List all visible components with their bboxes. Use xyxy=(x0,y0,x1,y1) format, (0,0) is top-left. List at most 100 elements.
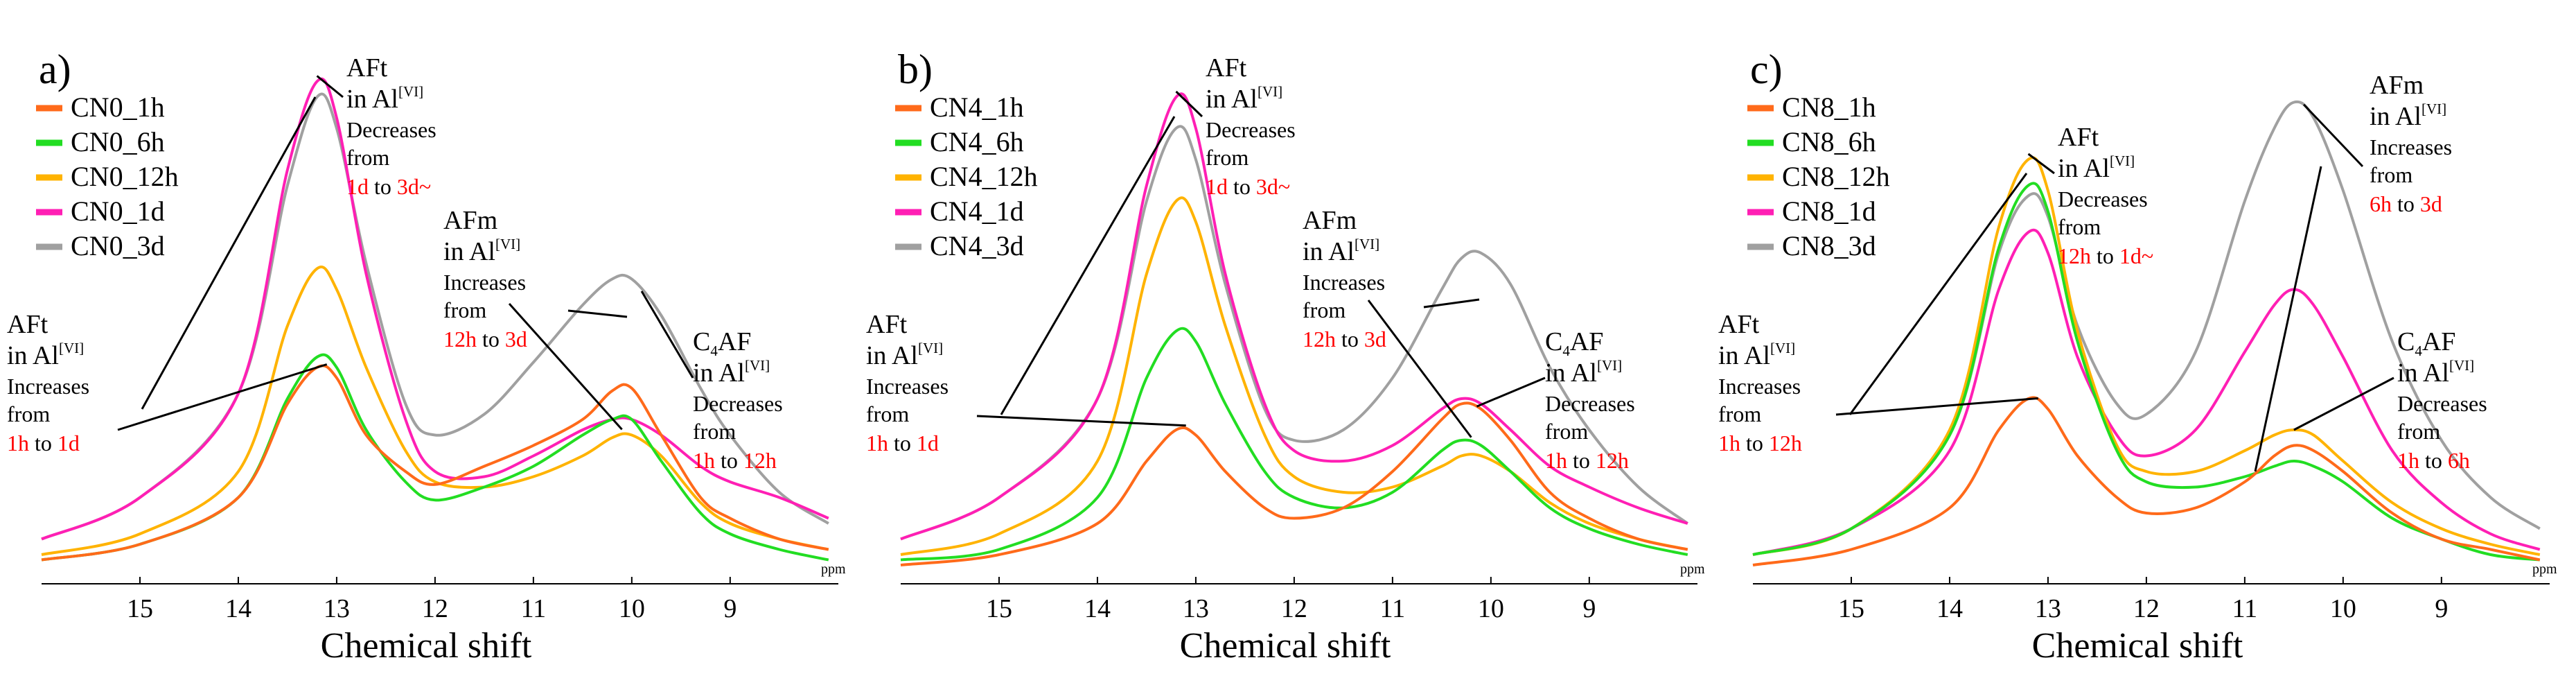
annotation-verb: Increases xyxy=(2370,135,2452,159)
annotation-species-text: C xyxy=(2397,327,2415,356)
annotation-species: C4AF xyxy=(2397,327,2455,359)
annotation-range-to: to xyxy=(1233,174,1251,199)
annotation-space xyxy=(391,174,397,199)
legend-label: CN8_6h xyxy=(1782,126,1876,157)
annotation-pointer xyxy=(117,363,328,431)
annotation-space xyxy=(1228,174,1233,199)
x-tick-label: 9 xyxy=(723,594,736,623)
annotation-species: AFt xyxy=(7,310,48,339)
x-tick-label: 9 xyxy=(1582,594,1596,623)
annotation-range-end: 12h xyxy=(1769,431,1802,456)
annotation-pointer xyxy=(508,302,623,431)
annotation-space xyxy=(500,327,505,352)
annotation-range: 1d to 3d~ xyxy=(346,174,431,199)
annotation-in-word: in xyxy=(2058,154,2083,183)
annotation-space xyxy=(52,431,58,456)
annotation-verb: Increases xyxy=(443,270,526,295)
annotation-site-sup: [VI] xyxy=(2421,101,2446,117)
annotation-range-start: 12h xyxy=(2058,243,2091,268)
annotation-range-end: 1d xyxy=(917,431,939,456)
annotation-pointer xyxy=(1476,376,1546,408)
annotation-site: in Al[VI] xyxy=(1545,357,1622,388)
annotation-range-to: to xyxy=(2397,191,2415,216)
annotation-range-end: 3d xyxy=(2420,191,2442,216)
annotation-space xyxy=(911,431,917,456)
annotation-range-to: to xyxy=(1746,431,1763,456)
annotation-range-start: 12h xyxy=(1303,327,1336,352)
annotation-verb: Decreases xyxy=(1545,391,1635,416)
annotation-site-text: Al xyxy=(892,341,918,370)
annotation-in-word: in xyxy=(1545,358,1571,388)
annotation-range: 1h to 6h xyxy=(2397,448,2470,473)
x-tick-label: 14 xyxy=(1937,594,1963,623)
annotation-pointer xyxy=(1423,298,1480,309)
annotation-space xyxy=(2415,191,2420,216)
annotation-in-word: in xyxy=(866,341,892,370)
annotation-site-sup: [VI] xyxy=(1770,340,1795,356)
annotation-species-text: AFt xyxy=(1206,53,1247,83)
annotation-space xyxy=(1590,448,1596,473)
annotation-from-word: from xyxy=(1303,297,1346,322)
series-line-CN8_12h xyxy=(1752,156,2541,556)
x-tick-label: 11 xyxy=(521,594,547,623)
annotation-space xyxy=(477,327,482,352)
annotation-in-word: in xyxy=(2370,102,2395,131)
annotation-pointer xyxy=(141,96,317,410)
annotation-pointer xyxy=(316,75,344,98)
annotation-pointer xyxy=(2027,153,2055,175)
annotation-site-sup: [VI] xyxy=(745,357,770,374)
annotation-species-after: AF xyxy=(2422,327,2456,356)
annotation-in-word: in xyxy=(1718,341,1744,370)
x-tick-label: 9 xyxy=(2435,594,2448,623)
annotation-space xyxy=(1336,327,1341,352)
annotation-space xyxy=(1740,431,1746,456)
annotation-site: in Al[VI] xyxy=(1206,83,1282,114)
x-tick-label: 12 xyxy=(1281,594,1307,623)
annotation-species-sub: 4 xyxy=(1562,343,1570,359)
series-line-CN0_1d xyxy=(41,77,829,541)
annotation-site: in Al[VI] xyxy=(7,340,84,370)
annotation-space xyxy=(2091,243,2097,268)
annotation-from-word: from xyxy=(346,145,389,170)
x-tick-label: 13 xyxy=(324,594,350,623)
annotation-range-end: 12h xyxy=(1596,448,1629,473)
annotation-species-sub: 4 xyxy=(2415,343,2422,359)
annotation-pointer xyxy=(640,291,694,379)
annotation-in-word: in xyxy=(1303,237,1328,266)
series-line-CN4_1h xyxy=(900,401,1688,566)
annotation-species: AFt xyxy=(866,310,908,339)
annotation-site-text: Al xyxy=(2083,154,2110,183)
annotation-in-word: in xyxy=(443,237,469,266)
annotation-verb: Decreases xyxy=(346,117,436,142)
annotation-site-sup: [VI] xyxy=(59,340,84,356)
annotation-from-word: from xyxy=(1718,401,1761,426)
annotation-site: in Al[VI] xyxy=(2370,101,2446,131)
annotation-species-text: AFm xyxy=(1303,206,1357,235)
annotation-space xyxy=(1359,327,1364,352)
annotation-species: C4AF xyxy=(1545,327,1603,359)
legend-label: CN8_3d xyxy=(1782,230,1876,261)
annotation-range-end: 3d xyxy=(505,327,527,352)
annotation-site-sup: [VI] xyxy=(2449,357,2474,374)
annotation-range-end: 12h xyxy=(743,448,777,473)
annotation-verb: Increases xyxy=(1303,270,1385,295)
annotation-range-start: 1h xyxy=(7,431,29,456)
annotation-species-text: AFt xyxy=(866,310,908,339)
annotation-species-text: AFt xyxy=(346,53,388,83)
x-tick-label: 12 xyxy=(422,594,448,623)
annotation-range-end: 3d~ xyxy=(397,174,431,199)
legend-label: CN8_1h xyxy=(1782,92,1876,123)
annotation-range-end: 6h xyxy=(2448,448,2470,473)
x-tick-label: 13 xyxy=(2035,594,2061,623)
annotation-site: in Al[VI] xyxy=(2397,357,2474,388)
annotation-species-text: AFt xyxy=(7,310,48,339)
